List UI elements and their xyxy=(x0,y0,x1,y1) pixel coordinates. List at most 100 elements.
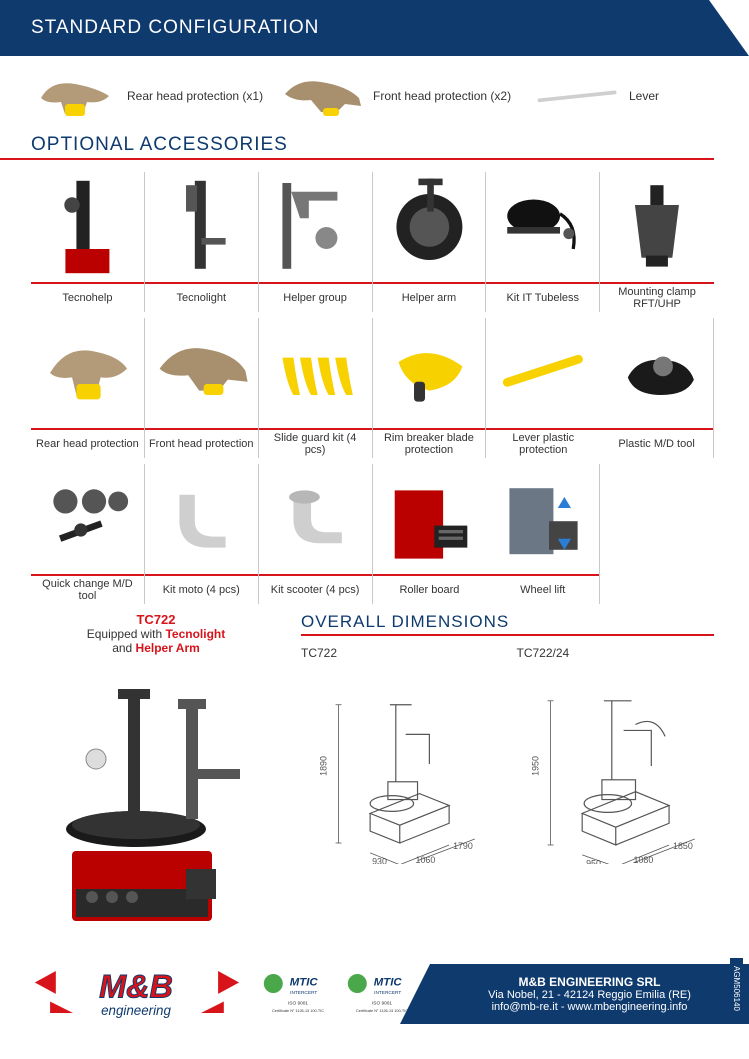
accessory-cell: Plastic M/D tool xyxy=(600,318,714,458)
dimension-model-name: TC722 xyxy=(301,646,499,660)
product-desc-hl1: Tecnolight xyxy=(165,627,225,641)
accessory-cell: Front head protection xyxy=(145,318,259,458)
std-item-label: Rear head protection (x1) xyxy=(127,89,263,103)
dim-width: 950 xyxy=(586,859,601,864)
dimensions-row: TC722 xyxy=(301,646,714,864)
accessory-cell: Helper arm xyxy=(373,172,487,312)
dimension-model: TC722 xyxy=(301,646,499,864)
accessory-label: Wheel lift xyxy=(486,574,599,604)
dim-depth1: 1060 xyxy=(416,855,436,864)
product-column: TC722 Equipped with Tecnolight and Helpe… xyxy=(31,612,281,939)
standard-config-banner: STANDARD CONFIGURATION xyxy=(0,0,749,56)
accessory-label: Mounting clamp RFT/UHP xyxy=(600,282,714,312)
accessory-label: Kit moto (4 pcs) xyxy=(145,574,258,604)
dimension-drawing: 1890 930 1060 1790 xyxy=(301,664,499,864)
accessory-cell: Rim breaker blade protection xyxy=(373,318,487,458)
std-item-label: Lever xyxy=(629,89,659,103)
accessory-cell-empty xyxy=(600,464,714,604)
accessory-cell: Rear head protection xyxy=(31,318,145,458)
dim-depth2: 1790 xyxy=(453,841,473,851)
slide-guard-kit-icon xyxy=(259,318,372,428)
roller-board-icon xyxy=(373,464,487,574)
product-desc-mid: and xyxy=(112,641,135,655)
cert-note2: Certificate N° 1126-13 100-TIC xyxy=(272,1009,324,1013)
product-desc-hl2: Helper Arm xyxy=(136,641,200,655)
tecnohelp-icon xyxy=(31,172,144,282)
rear-head-protection-icon xyxy=(31,70,119,122)
standard-items-row: Rear head protection (x1) Front head pro… xyxy=(0,56,749,130)
accessory-label: Kit scooter (4 pcs) xyxy=(259,574,372,604)
accessory-cell: Slide guard kit (4 pcs) xyxy=(259,318,373,458)
lever-icon xyxy=(533,70,621,122)
front-head-protection-icon xyxy=(145,318,258,428)
accessory-cell: Lever plastic protection xyxy=(486,318,600,458)
accessory-label: Slide guard kit (4 pcs) xyxy=(259,428,372,458)
accessory-label: Helper arm xyxy=(373,282,486,312)
product-name: TC722 xyxy=(31,612,281,627)
rim-breaker-blade-icon xyxy=(373,318,486,428)
optional-accessories-title: OPTIONAL ACCESSORIES xyxy=(0,130,714,160)
dimension-drawing: 1950 950 1080 1850 xyxy=(517,664,715,864)
accessory-cell: Kit IT Tubeless xyxy=(486,172,600,312)
product-desc-prefix: Equipped with xyxy=(87,627,166,641)
accessory-label: Front head protection xyxy=(145,428,258,458)
cert-note1: ISO 9001 xyxy=(372,1000,392,1006)
dimensions-column: OVERALL DIMENSIONS TC722 xyxy=(301,612,714,939)
std-item-label: Front head protection (x2) xyxy=(373,89,511,103)
accessory-label: Tecnolight xyxy=(145,282,258,312)
accessory-cell: Tecnolight xyxy=(145,172,259,312)
dimension-model-name: TC722/24 xyxy=(517,646,715,660)
accessory-cell: Kit moto (4 pcs) xyxy=(145,464,259,604)
product-description: Equipped with Tecnolight and Helper Arm xyxy=(31,627,281,655)
dim-depth2: 1850 xyxy=(673,841,693,851)
accessory-label: Tecnohelp xyxy=(31,282,144,312)
accessory-cell: Kit scooter (4 pcs) xyxy=(259,464,373,604)
page-footer: M&B engineering MTIC INTERCERT ISO 9001 … xyxy=(0,959,749,1029)
accessory-cell: Tecnohelp xyxy=(31,172,145,312)
cert-sub: INTERCERT xyxy=(374,990,401,996)
accessory-label: Helper group xyxy=(259,282,372,312)
accessory-label: Rear head protection xyxy=(31,428,144,458)
std-item-front-head: Front head protection (x2) xyxy=(277,70,527,122)
company-address: Via Nobel, 21 - 42124 Reggio Emilia (RE) xyxy=(488,989,691,1001)
accessory-label: Lever plastic protection xyxy=(486,428,600,458)
dim-height: 1950 xyxy=(530,756,540,776)
dim-depth1: 1080 xyxy=(633,855,653,864)
wheel-lift-icon xyxy=(486,464,599,574)
company-contact: M&B ENGINEERING SRL Via Nobel, 21 - 4212… xyxy=(430,964,749,1024)
company-name: M&B ENGINEERING SRL xyxy=(518,975,660,989)
product-image xyxy=(36,659,276,939)
logo-main: M&B xyxy=(99,968,173,1004)
accessory-cell: Wheel lift xyxy=(486,464,600,604)
accessory-label: Quick change M/D tool xyxy=(31,574,144,604)
accessory-cell: Helper group xyxy=(259,172,373,312)
cert-label: MTIC xyxy=(374,976,403,988)
document-code: AGM506140 xyxy=(730,958,743,1019)
quick-change-md-tool-icon xyxy=(31,464,144,574)
front-head-protection-icon xyxy=(277,70,365,122)
accessory-label: Roller board xyxy=(373,574,487,604)
accessory-label: Kit IT Tubeless xyxy=(486,282,599,312)
company-logo: M&B engineering xyxy=(0,961,250,1028)
accessory-cell: Mounting clamp RFT/UHP xyxy=(600,172,714,312)
standard-config-title: STANDARD CONFIGURATION xyxy=(31,17,319,39)
mounting-clamp-icon xyxy=(600,172,714,282)
plastic-md-tool-icon xyxy=(600,318,713,428)
dimension-model: TC722/24 xyxy=(517,646,715,864)
dim-height: 1890 xyxy=(319,756,329,776)
tecnolight-icon xyxy=(145,172,258,282)
logo-sub: engineering xyxy=(101,1002,171,1017)
kit-it-tubeless-icon xyxy=(486,172,599,282)
cert-label: MTIC xyxy=(290,976,319,988)
kit-scooter-icon xyxy=(259,464,372,574)
std-item-lever: Lever xyxy=(533,70,713,122)
helper-group-icon xyxy=(259,172,372,282)
kit-moto-icon xyxy=(145,464,258,574)
accessory-label: Plastic M/D tool xyxy=(600,428,713,458)
std-item-rear-head: Rear head protection (x1) xyxy=(31,70,271,122)
dim-width: 930 xyxy=(372,857,387,864)
cert-sub: INTERCERT xyxy=(290,990,317,996)
accessory-cell: Roller board xyxy=(373,464,487,604)
dimensions-title: OVERALL DIMENSIONS xyxy=(301,612,714,636)
accessories-grid: Tecnohelp Tecnolight Helper group Helper… xyxy=(0,160,749,604)
